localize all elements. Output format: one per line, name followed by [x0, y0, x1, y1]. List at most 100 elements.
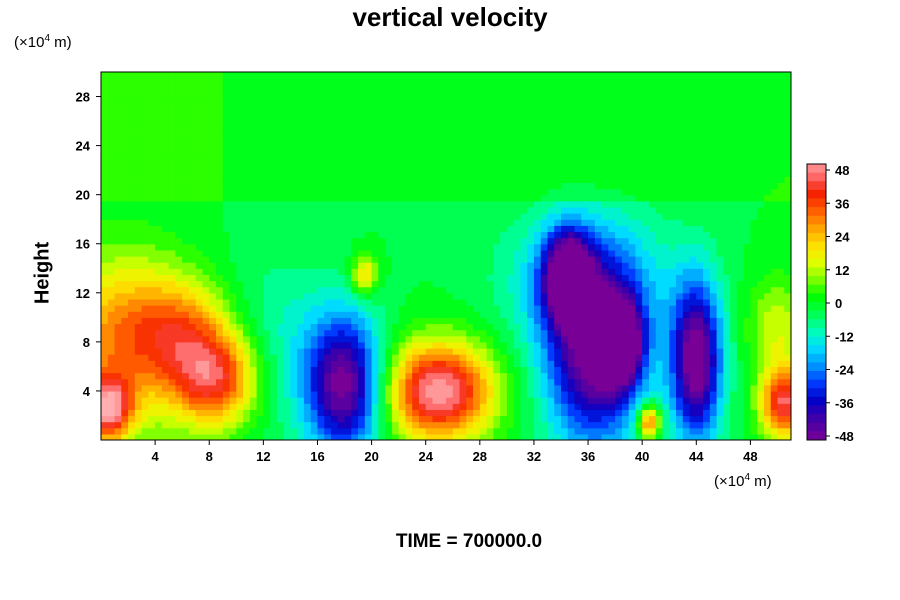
heatmap-cell-3545	[621, 225, 630, 233]
heatmap-cell-4625	[337, 157, 346, 165]
heatmap-cell-2966	[155, 256, 163, 263]
heatmap-cell-502	[736, 409, 745, 417]
heatmap-cell-4518	[303, 164, 312, 171]
heatmap-cell-3336	[588, 237, 596, 245]
heatmap-cell-3422	[479, 231, 488, 239]
heatmap-cell-414	[141, 409, 149, 417]
heatmap-cell-375	[567, 415, 576, 423]
heatmap-cell-3841	[554, 206, 562, 214]
heatmap-cell-950	[317, 378, 325, 386]
heatmap-cell-1770	[344, 329, 352, 337]
heatmap-cell-429	[243, 409, 251, 417]
heatmap-cell-2869	[188, 262, 197, 269]
heatmap-cell-3050	[723, 256, 731, 263]
heatmap-cell-1403	[621, 354, 630, 361]
heatmap-cell-1525	[757, 348, 765, 355]
heatmap-cell-3470	[114, 225, 122, 233]
heatmap-cell-1755	[243, 329, 251, 337]
heatmap-cell-3795	[243, 206, 251, 214]
heatmap-cell-800	[682, 390, 691, 398]
heatmap-cell-2156	[195, 305, 204, 312]
heatmap-cell-1848	[182, 323, 190, 331]
heatmap-cell-4401	[202, 170, 210, 177]
heatmap-cell-2674	[249, 274, 258, 282]
heatmap-cell-2090	[439, 311, 447, 318]
heatmap-cell-3405	[364, 231, 373, 239]
heatmap-cell-3838	[533, 206, 542, 214]
heatmap-cell-3628	[493, 219, 501, 226]
heatmap-cell-4225	[391, 182, 400, 190]
heatmap-cell-2406	[506, 292, 515, 300]
heatmap-cell-3379	[188, 231, 197, 239]
heatmap-cell-3624	[466, 219, 474, 226]
heatmap-cell-2946	[709, 262, 718, 269]
heatmap-cell-3724	[452, 213, 461, 220]
heatmap-cell-2923	[554, 262, 562, 269]
heatmap-cell-2494	[412, 286, 420, 294]
heatmap-cell-311	[134, 415, 143, 423]
heatmap-cell-1871	[337, 323, 346, 331]
heatmap-cell-4182	[101, 182, 109, 190]
heatmap-cell-3039	[648, 256, 657, 263]
heatmap-cell-4186	[128, 182, 136, 190]
heatmap-cell-1800	[547, 329, 555, 337]
heatmap-cell-835	[229, 384, 237, 392]
heatmap-cell-1707	[608, 335, 616, 343]
heatmap-cell-1540	[168, 341, 177, 349]
heatmap-cell-140	[358, 427, 366, 435]
heatmap-cell-1604	[601, 341, 609, 349]
heatmap-cell-1812	[628, 329, 637, 337]
heatmap-cell-1906	[574, 323, 582, 331]
heatmap-cell-1329	[121, 354, 129, 361]
heatmap-cell-1645	[188, 335, 197, 343]
heatmap-cell-4162	[655, 188, 664, 196]
heatmap-cell-4417	[310, 170, 319, 177]
heatmap-cell-2300	[479, 298, 488, 306]
heatmap-cell-1953	[202, 317, 210, 325]
heatmap-cell-427	[229, 409, 237, 417]
heatmap-cell-3828	[466, 206, 474, 214]
heatmap-cell-2614	[533, 280, 542, 288]
heatmap-cell-4851	[486, 145, 494, 153]
heatmap-cell-3833	[500, 206, 508, 214]
heatmap-cell-2124	[669, 311, 677, 318]
heatmap-cell-577	[554, 403, 562, 410]
heatmap-cell-3787	[188, 206, 197, 214]
heatmap-cell-3829	[473, 206, 481, 214]
heatmap-cell-170	[561, 427, 569, 435]
heatmap-cell-1671	[364, 335, 373, 343]
heatmap-cell-41	[378, 433, 386, 440]
heatmap-cell-2886	[303, 262, 312, 269]
heatmap-cell-1046	[276, 372, 285, 380]
heatmap-cell-3649	[635, 219, 643, 226]
heatmap-cell-237	[324, 421, 332, 429]
heatmap-cell-3595	[270, 219, 278, 226]
heatmap-cell-4055	[621, 194, 630, 202]
heatmap-cell-350	[398, 415, 407, 423]
heatmap-cell-3097	[351, 249, 359, 257]
heatmap-cell-3411	[405, 231, 413, 239]
heatmap-cell-3525	[486, 225, 494, 233]
heatmap-cell-1110	[709, 372, 718, 380]
heatmap-cell-3072	[182, 249, 190, 257]
heatmap-cell-939	[243, 378, 251, 386]
heatmap-cell-1514	[682, 348, 691, 355]
heatmap-cell-4177	[757, 188, 765, 196]
heatmap-cell-1346	[236, 354, 244, 361]
heatmap-cell-627	[202, 397, 210, 404]
heatmap-cell-1460	[317, 348, 325, 355]
heatmap-cell-3101	[378, 249, 386, 257]
heatmap-cell-880	[533, 384, 542, 392]
heatmap-cell-811	[757, 390, 765, 398]
heatmap-cell-1420	[736, 354, 745, 361]
heatmap-cell-3234	[588, 243, 596, 251]
heatmap-cell-3036	[628, 256, 637, 263]
heatmap-cell-2021	[662, 317, 670, 325]
heatmap-cell-4053	[608, 194, 616, 202]
heatmap-cell-3224	[520, 243, 528, 251]
heatmap-cell-4442	[479, 170, 488, 177]
heatmap-cell-3951	[608, 200, 616, 208]
heatmap-cell-816	[101, 384, 109, 392]
heatmap-cell-17	[216, 433, 224, 440]
heatmap-cell-2759	[134, 268, 143, 275]
